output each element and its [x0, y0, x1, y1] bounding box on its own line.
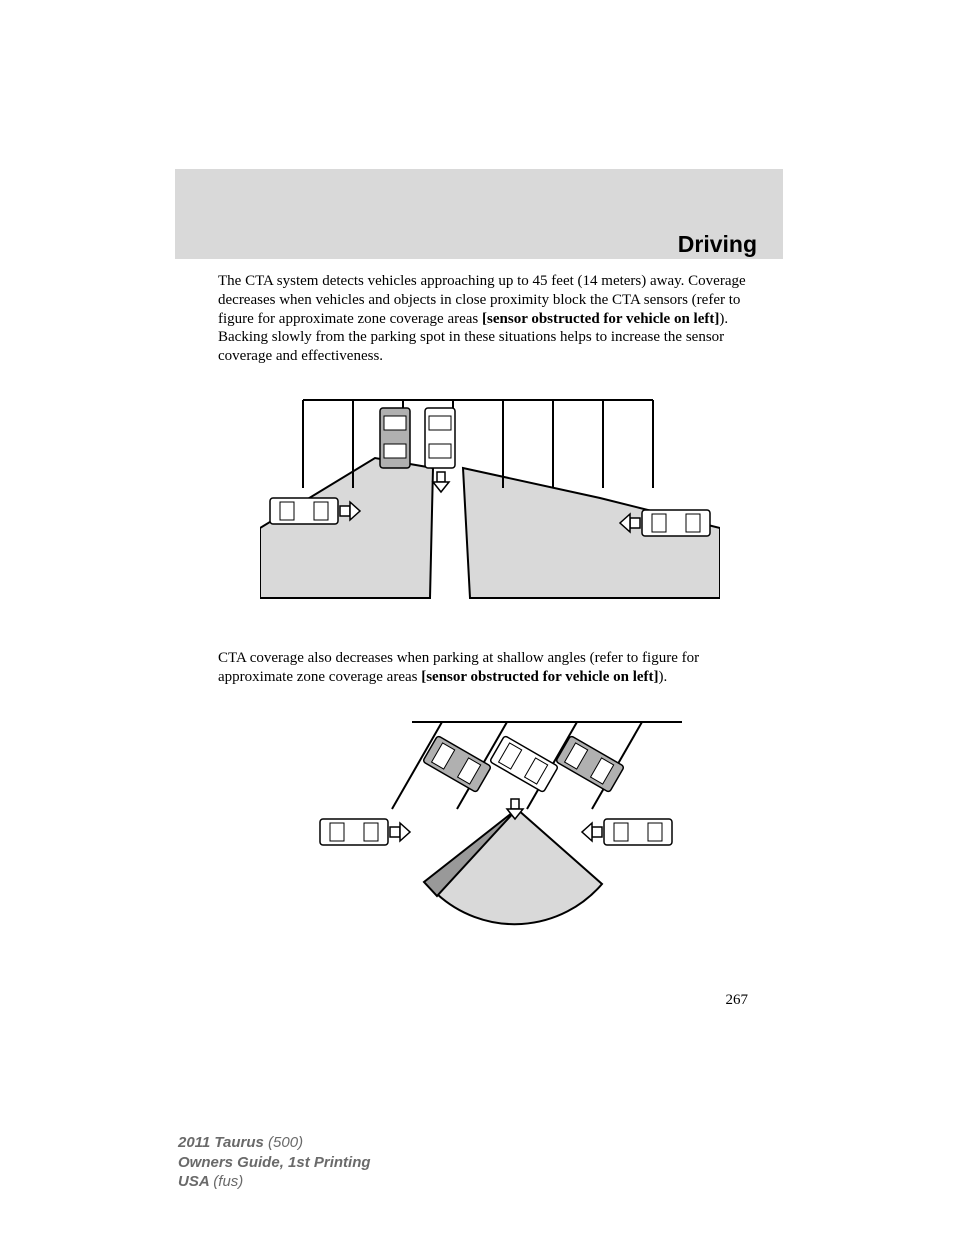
backing-vehicle-angled [490, 736, 559, 793]
para2-bold: [sensor obstructed for vehicle on left] [421, 669, 658, 685]
approaching-vehicle-left [320, 819, 410, 845]
parked-vehicle-obstructing [380, 408, 410, 468]
footer-line1: 2011 Taurus (500) [178, 1133, 371, 1153]
backing-vehicle [425, 408, 455, 468]
figure-cta-angled-parking [302, 714, 682, 954]
parked-vehicle-angled [423, 736, 492, 793]
figure-cta-straight-parking [260, 398, 720, 608]
page-number: 267 [726, 992, 749, 1009]
figure1-svg [260, 398, 720, 608]
para2-text2: ). [659, 669, 668, 685]
footer-line3: USA (fus) [178, 1172, 371, 1192]
section-title: Driving [678, 231, 757, 258]
footer-model-code: (500) [268, 1134, 303, 1151]
footer-line2: Owners Guide, 1st Printing [178, 1153, 371, 1173]
approaching-vehicle-right [582, 819, 672, 845]
figure2-svg [302, 714, 682, 954]
para1-bold: [sensor obstructed for vehicle on left] [482, 311, 719, 327]
coverage-zone-left [260, 458, 433, 598]
footer-region: USA [178, 1173, 213, 1190]
footer-model: 2011 Taurus [178, 1134, 268, 1151]
paragraph-cta-detection: The CTA system detects vehicles approach… [218, 272, 753, 366]
footer-guide: Owners Guide, 1st Printing [178, 1154, 371, 1171]
footer-region-code: (fus) [213, 1173, 243, 1190]
parked-vehicle-angled [556, 736, 625, 793]
paragraph-cta-shallow-angle: CTA coverage also decreases when parking… [218, 649, 753, 687]
backout-arrow-icon [433, 472, 449, 492]
footer-block: 2011 Taurus (500) Owners Guide, 1st Prin… [178, 1133, 371, 1192]
